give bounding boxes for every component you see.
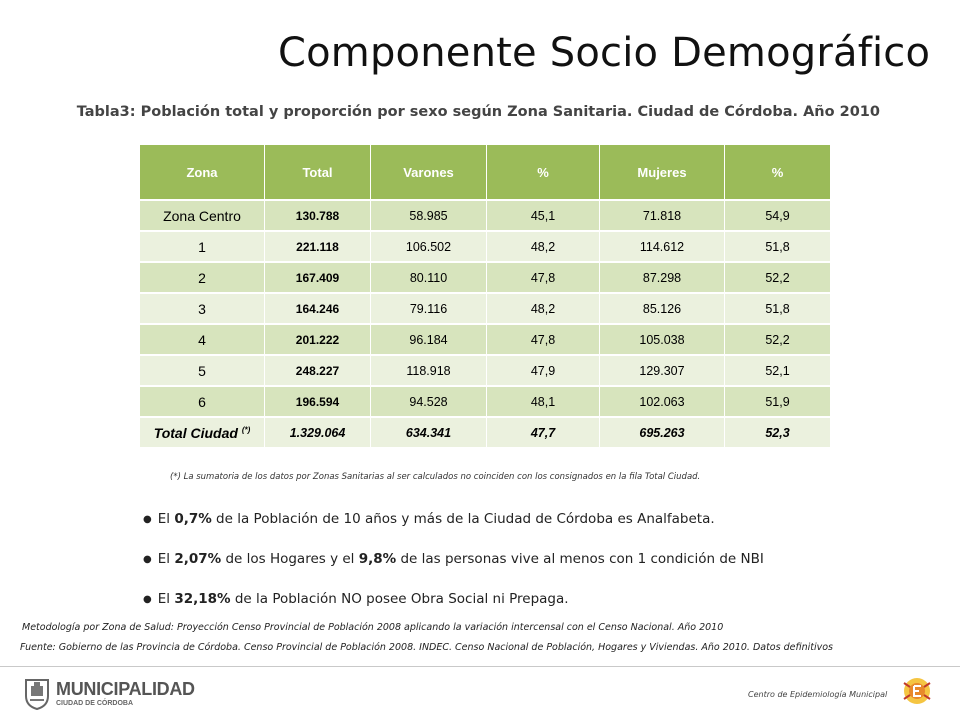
cell-pct-varones: 45,1	[487, 201, 600, 230]
table-row: 6 196.594 94.528 48,1 102.063 51,9	[140, 387, 830, 416]
city-crest-icon	[25, 679, 49, 710]
total-row: Total Ciudad (*) 1.329.064 634.341 47,7 …	[140, 418, 830, 447]
centro-epidemiologia-label: Centro de Epidemiología Municipal	[748, 690, 888, 699]
bullet-bold: 32,18%	[174, 591, 231, 607]
cell-pct-varones: 48,2	[487, 294, 600, 323]
header-pct-mujeres: %	[725, 145, 830, 199]
cell-pct-varones: 48,2	[487, 232, 600, 261]
total-note-mark: (*)	[241, 424, 251, 434]
total-label: Total Ciudad	[153, 424, 238, 441]
cell-pct-mujeres: 51,8	[725, 294, 830, 323]
cell-total: 201.222	[265, 325, 371, 354]
cell-mujeres: 105.038	[600, 325, 725, 354]
cell-pct-varones: 47,8	[487, 263, 600, 292]
cell-mujeres: 102.063	[600, 387, 725, 416]
cell-varones: 634.341	[371, 418, 487, 447]
cell-varones: 94.528	[371, 387, 487, 416]
cell-total: 1.329.064	[265, 418, 371, 447]
cell-pct-varones: 48,1	[487, 387, 600, 416]
population-table: Zona Total Varones % Mujeres % Zona Cent…	[140, 143, 830, 449]
logo-main-text: MUNICIPALIDAD	[56, 678, 195, 699]
footer-divider	[0, 666, 960, 667]
page-title: Componente Socio Demográfico	[278, 30, 931, 76]
cell-varones: 106.502	[371, 232, 487, 261]
cell-zona: Zona Centro	[140, 201, 265, 230]
bullet-text: El	[157, 591, 175, 607]
bullet-bold: 9,8%	[358, 551, 397, 567]
bullet-dot: ●	[143, 554, 152, 565]
table-footnote: (*) La sumatoria de los datos por Zonas …	[170, 472, 701, 482]
header-varones: Varones	[371, 145, 487, 199]
cell-zona: 4	[140, 325, 265, 354]
cell-total: 167.409	[265, 263, 371, 292]
cell-mujeres: 129.307	[600, 356, 725, 385]
header-mujeres: Mujeres	[600, 145, 725, 199]
table-row: 4 201.222 96.184 47,8 105.038 52,2	[140, 325, 830, 354]
bullet-text: El	[157, 551, 175, 567]
bullet-text: El	[157, 511, 175, 527]
cell-varones: 80.110	[371, 263, 487, 292]
cell-pct-mujeres: 51,9	[725, 387, 830, 416]
cell-mujeres: 87.298	[600, 263, 725, 292]
cell-varones: 118.918	[371, 356, 487, 385]
cell-total: 248.227	[265, 356, 371, 385]
bullet-text: de la Población NO posee Obra Social ni …	[230, 591, 569, 607]
logo-sub-text: CIUDAD DE CÓRDOBA	[56, 699, 133, 707]
cell-zona: 3	[140, 294, 265, 323]
cell-zona: 1	[140, 232, 265, 261]
bullet-text: de las personas vive al menos con 1 cond…	[396, 551, 764, 567]
cell-total: 164.246	[265, 294, 371, 323]
epidemiology-logo-icon	[903, 678, 931, 704]
cell-pct-mujeres: 52,3	[725, 418, 830, 447]
table-row: 5 248.227 118.918 47,9 129.307 52,1	[140, 356, 830, 385]
header-total: Total	[265, 145, 371, 199]
cell-mujeres: 695.263	[600, 418, 725, 447]
cell-mujeres: 114.612	[600, 232, 725, 261]
bullet-text: de los Hogares y el	[221, 551, 359, 567]
table-row: 1 221.118 106.502 48,2 114.612 51,8	[140, 232, 830, 261]
bullet-dot: ●	[143, 594, 152, 605]
cell-pct-mujeres: 51,8	[725, 232, 830, 261]
methodology-note: Metodología por Zona de Salud: Proyecció…	[22, 622, 724, 633]
bullet-item: ● El 32,18% de la Población NO posee Obra…	[143, 588, 764, 628]
header-pct-varones: %	[487, 145, 600, 199]
cell-total: 221.118	[265, 232, 371, 261]
cell-pct-varones: 47,9	[487, 356, 600, 385]
table-row: 3 164.246 79.116 48,2 85.126 51,8	[140, 294, 830, 323]
bullet-bold: 0,7%	[174, 511, 212, 527]
cell-zona-total: Total Ciudad (*)	[140, 418, 265, 447]
cell-varones: 79.116	[371, 294, 487, 323]
header-zona: Zona	[140, 145, 265, 199]
cell-zona: 6	[140, 387, 265, 416]
cell-pct-varones: 47,8	[487, 325, 600, 354]
cell-varones: 58.985	[371, 201, 487, 230]
bullet-dot: ●	[143, 514, 152, 525]
cell-pct-mujeres: 52,2	[725, 325, 830, 354]
logo-wordmark: MUNICIPALIDAD CIUDAD DE CÓRDOBA	[56, 680, 195, 707]
source-note: Fuente: Gobierno de las Provincia de Cór…	[20, 642, 834, 653]
cell-zona: 5	[140, 356, 265, 385]
cell-pct-mujeres: 52,1	[725, 356, 830, 385]
cell-total: 196.594	[265, 387, 371, 416]
cell-pct-varones: 47,7	[487, 418, 600, 447]
cell-pct-mujeres: 52,2	[725, 263, 830, 292]
bullet-text: de la Población de 10 años y más de la C…	[211, 511, 715, 527]
table-row: 2 167.409 80.110 47,8 87.298 52,2	[140, 263, 830, 292]
table-header-row: Zona Total Varones % Mujeres %	[140, 145, 830, 199]
bullet-item: ● El 0,7% de la Población de 10 años y má…	[143, 508, 764, 548]
bullet-item: ● El 2,07% de los Hogares y el 9,8% de la…	[143, 548, 764, 588]
table-row: Zona Centro 130.788 58.985 45,1 71.818 5…	[140, 201, 830, 230]
cell-varones: 96.184	[371, 325, 487, 354]
cell-mujeres: 71.818	[600, 201, 725, 230]
cell-zona: 2	[140, 263, 265, 292]
bullet-bold: 2,07%	[174, 551, 222, 567]
cell-mujeres: 85.126	[600, 294, 725, 323]
bullet-list: ● El 0,7% de la Población de 10 años y má…	[143, 508, 764, 628]
municipalidad-logo: MUNICIPALIDAD CIUDAD DE CÓRDOBA	[22, 676, 195, 710]
cell-total: 130.788	[265, 201, 371, 230]
cell-pct-mujeres: 54,9	[725, 201, 830, 230]
table-caption: Tabla3: Población total y proporción por…	[76, 104, 880, 120]
